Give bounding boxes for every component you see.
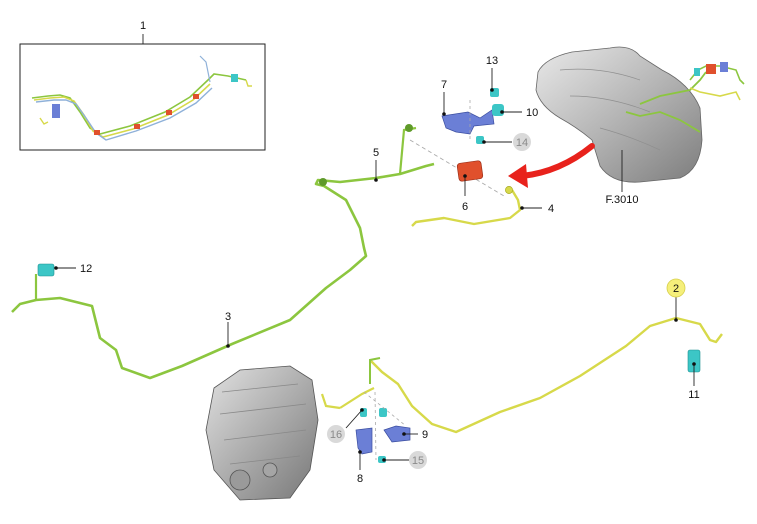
connector-12: [37, 263, 55, 277]
pipe-4-supply-line: [409, 139, 522, 227]
callout-11: 11: [688, 389, 699, 401]
engine-block-illustration: [205, 365, 319, 501]
callout-16: 16: [330, 429, 342, 441]
callout-8: 8: [357, 473, 363, 485]
callout-9: 9: [422, 429, 428, 441]
bracket-7: [441, 100, 495, 140]
fuel-tank-illustration: [535, 46, 745, 192]
callout-12: 12: [80, 263, 92, 275]
callout-2: 2: [673, 283, 679, 295]
bracket-9: [379, 408, 411, 443]
callout-4: 4: [548, 203, 554, 215]
bracket-8: [355, 427, 373, 455]
callout-5: 5: [373, 147, 379, 159]
fuel-filter-6: [456, 160, 484, 182]
callout-6: 6: [462, 201, 468, 213]
callout-14-circle: [513, 133, 531, 151]
callout-15-circle: [409, 451, 427, 469]
callout-10: 10: [526, 107, 538, 119]
direction-arrow: [508, 143, 595, 188]
pipe-2-return-line: [320, 316, 723, 434]
callout-15: 15: [412, 455, 424, 467]
clip-14: [476, 136, 484, 144]
callout-2-highlight: [666, 278, 686, 298]
callout-3: 3: [225, 311, 231, 323]
inset-pipes: [31, 55, 252, 141]
pipe-3-vapor-line: [11, 124, 435, 380]
overview-inset: [19, 34, 266, 151]
callout-14: 14: [516, 137, 528, 149]
leaders: [54, 68, 696, 470]
callout-13: 13: [486, 55, 498, 67]
connector-10: [492, 104, 504, 116]
callout-7: 7: [441, 79, 447, 91]
callout-16-circle: [327, 425, 345, 443]
ref-label-f3010: F.3010: [605, 194, 638, 206]
callout-1: 1: [140, 20, 146, 32]
